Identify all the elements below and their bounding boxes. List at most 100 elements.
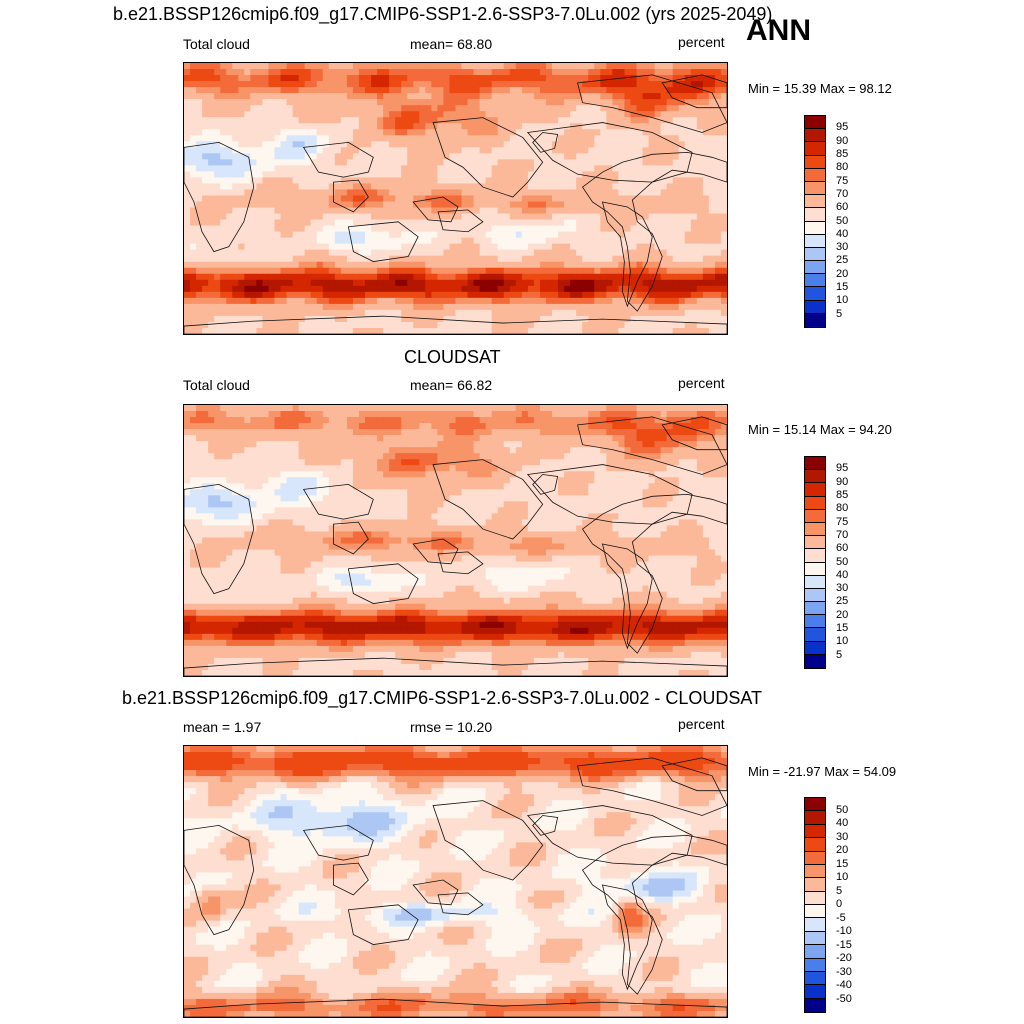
colorbar-tick-label: 50	[836, 803, 849, 816]
colorbar-tick-label: 10	[836, 871, 849, 883]
colorbar-tick-label: 5	[836, 307, 843, 320]
panel2-colorbar	[804, 456, 826, 669]
colorbar-tick-label: 40	[836, 817, 849, 829]
colorbar-tick-label: 20	[836, 267, 849, 280]
panel1-title: b.e21.BSSP126cmip6.f09_g17.CMIP6-SSP1-2.…	[113, 4, 773, 24]
colorbar-tick-label: 10	[836, 635, 849, 648]
colorbar-tick-label: 95	[836, 462, 849, 475]
colorbar-tick-label: 70	[836, 187, 849, 200]
panel1-left-label: Total cloud	[183, 36, 250, 52]
colorbar-box	[805, 588, 825, 603]
colorbar-box	[805, 129, 825, 143]
colorbar-tick-label: 30	[836, 582, 849, 595]
colorbar-box	[805, 798, 825, 812]
colorbar-box	[805, 313, 825, 327]
colorbar-box	[805, 274, 825, 288]
colorbar-tick-label: 25	[836, 595, 849, 608]
colorbar-box	[805, 998, 825, 1012]
colorbar-box	[805, 536, 825, 550]
colorbar-tick-label: -5	[836, 911, 846, 924]
colorbar-tick-label: -30	[836, 965, 852, 978]
colorbar-box	[805, 261, 825, 275]
colorbar-box	[805, 483, 825, 497]
panel3-rmse: rmse = 10.20	[410, 719, 493, 735]
colorbar-tick-label: 85	[836, 147, 849, 160]
colorbar-tick-label: 5	[836, 648, 843, 661]
colorbar-box	[805, 470, 825, 484]
colorbar-box	[805, 221, 825, 235]
panel3-mean: mean = 1.97	[183, 719, 262, 735]
coastlines	[184, 757, 727, 1017]
colorbar-box	[805, 891, 825, 905]
colorbar-tick-label: 20	[836, 608, 849, 621]
panel2-left-label: Total cloud	[183, 377, 250, 393]
colorbar-box	[805, 958, 825, 972]
colorbar-box	[805, 811, 825, 825]
coastlines	[184, 416, 727, 676]
colorbar-tick-label: 50	[836, 214, 849, 227]
contour-field	[184, 746, 727, 1017]
panel3-units: percent	[678, 716, 725, 732]
colorbar-tick-label: 80	[836, 161, 849, 174]
coastlines	[184, 74, 727, 334]
colorbar-box	[805, 522, 825, 537]
colorbar-tick-label: 15	[836, 622, 849, 635]
colorbar-box	[805, 168, 825, 182]
colorbar-box	[805, 641, 825, 655]
colorbar-box	[805, 300, 825, 314]
colorbar-tick-label: 60	[836, 542, 849, 555]
colorbar-tick-label: 5	[836, 884, 843, 897]
colorbar-tick-label: 40	[836, 568, 849, 581]
colorbar-tick-label: 90	[836, 475, 849, 488]
colorbar-box	[805, 918, 825, 932]
colorbar-tick-label: 0	[836, 898, 843, 910]
colorbar-box	[805, 602, 825, 616]
colorbar-box	[805, 247, 825, 262]
colorbar-tick-label: 15	[836, 857, 849, 870]
panel2-mean: mean= 66.82	[410, 377, 493, 393]
colorbar-box	[805, 654, 825, 668]
contour-field	[184, 63, 727, 334]
colorbar-tick-label: -15	[836, 938, 852, 951]
colorbar-box	[805, 457, 825, 471]
colorbar-box	[805, 971, 825, 986]
colorbar-tick-label: 95	[836, 121, 849, 134]
colorbar-tick-label: 25	[836, 254, 849, 267]
colorbar-tick-label: 20	[836, 844, 849, 856]
colorbar-box	[805, 142, 825, 156]
colorbar-tick-label: -20	[836, 952, 852, 964]
panel1-map	[183, 62, 728, 335]
colorbar-tick-label: -10	[836, 925, 852, 937]
colorbar-tick-label: 60	[836, 201, 849, 214]
colorbar-tick-label: 30	[836, 830, 849, 843]
colorbar-box	[805, 562, 825, 576]
colorbar-box	[805, 496, 825, 510]
colorbar-box	[805, 931, 825, 946]
colorbar-tick-label: 90	[836, 134, 849, 147]
colorbar-tick-label: 75	[836, 515, 849, 528]
colorbar-tick-label: -50	[836, 992, 852, 1005]
panel3-minmax: Min = -21.97 Max = 54.09	[748, 764, 897, 779]
colorbar-box	[805, 864, 825, 879]
colorbar-box	[805, 945, 825, 959]
colorbar-box	[805, 234, 825, 248]
panel3-map	[183, 745, 728, 1018]
colorbar-box	[805, 116, 825, 130]
colorbar-tick-label: 15	[836, 281, 849, 294]
colorbar-tick-label: 30	[836, 241, 849, 254]
contour-field	[184, 405, 727, 676]
colorbar-box	[805, 287, 825, 301]
panel3-title: b.e21.BSSP126cmip6.f09_g17.CMIP6-SSP1-2.…	[122, 688, 763, 708]
colorbar-tick-label: 40	[836, 227, 849, 240]
panel1-mean: mean= 68.80	[410, 36, 493, 52]
colorbar-tick-label: 80	[836, 502, 849, 515]
colorbar-box	[805, 615, 825, 629]
colorbar-box	[805, 509, 825, 523]
panel1-minmax: Min = 15.39 Max = 98.12	[748, 81, 892, 96]
panel1-colorbar	[804, 115, 826, 328]
colorbar-box	[805, 851, 825, 865]
colorbar-box	[805, 575, 825, 589]
colorbar-box	[805, 628, 825, 642]
panel2-units: percent	[678, 375, 725, 391]
colorbar-box	[805, 195, 825, 209]
